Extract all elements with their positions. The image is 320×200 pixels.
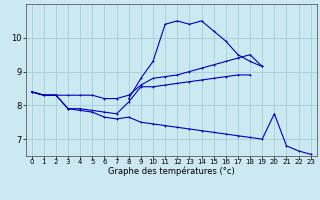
X-axis label: Graphe des températures (°c): Graphe des températures (°c): [108, 167, 235, 176]
